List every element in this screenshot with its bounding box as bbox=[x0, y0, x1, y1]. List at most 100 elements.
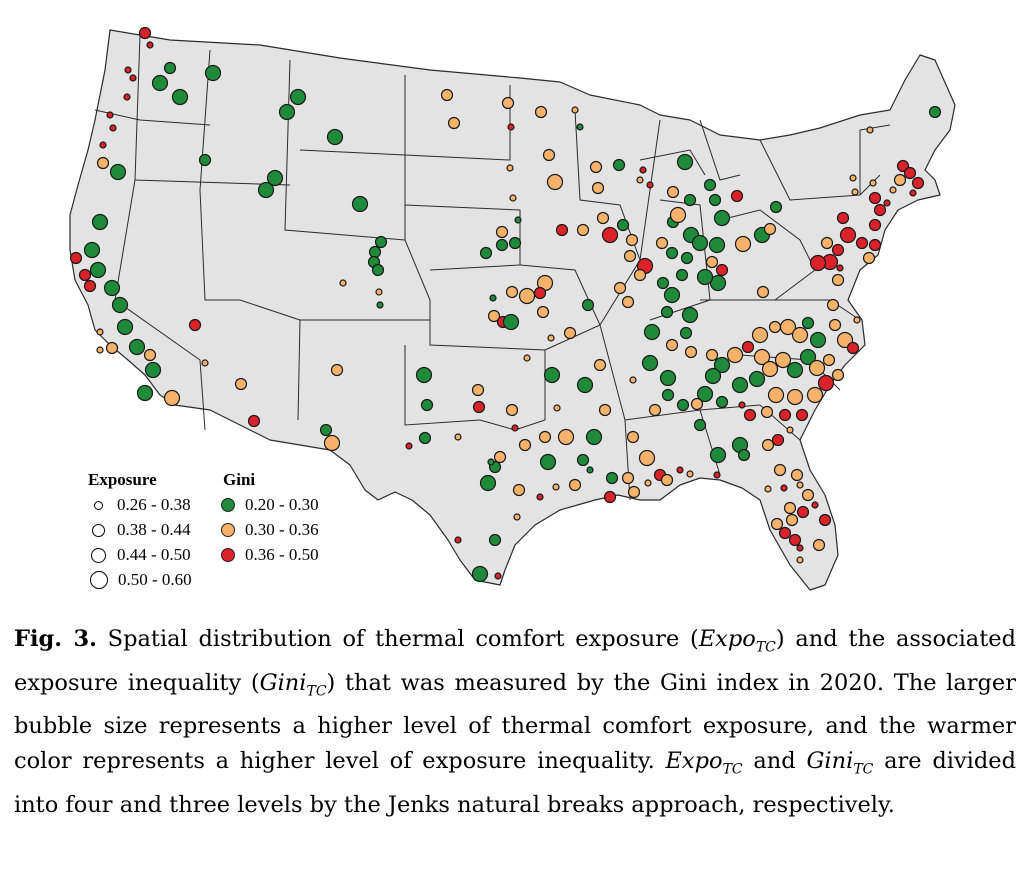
city-bubble-gini-high bbox=[646, 181, 654, 189]
city-bubble-gini-low bbox=[799, 348, 817, 366]
city-bubble-gini-mid bbox=[786, 388, 804, 406]
city-bubble-gini-high bbox=[730, 189, 744, 203]
city-bubble-gini-mid bbox=[705, 255, 719, 269]
city-bubble-gini-high bbox=[778, 526, 792, 540]
city-bubble-gini-high bbox=[836, 211, 850, 225]
city-bubble-gini-mid bbox=[889, 186, 897, 194]
city-bubble-gini-low bbox=[508, 236, 522, 250]
city-bubble-gini-mid bbox=[339, 279, 347, 287]
city-bubble-gini-high bbox=[817, 374, 835, 392]
city-bubble-gini-low bbox=[748, 370, 766, 388]
city-bubble-gini-low bbox=[415, 366, 433, 384]
expo-symbol: ExpoTC bbox=[698, 626, 776, 656]
city-bubble-gini-high bbox=[129, 74, 137, 82]
city-bubble-gini-mid bbox=[774, 351, 792, 369]
city-bubble-gini-mid bbox=[638, 449, 656, 467]
city-bubble-gini-mid bbox=[756, 285, 770, 299]
city-bubble-gini-high bbox=[109, 124, 117, 132]
city-bubble-gini-mid bbox=[690, 397, 704, 411]
us-map bbox=[69, 26, 956, 591]
city-bubble-gini-low bbox=[420, 398, 434, 412]
city-bubble-gini-mid bbox=[770, 517, 784, 531]
city-bubble-gini-low bbox=[660, 305, 674, 319]
city-bubble-gini-low bbox=[576, 123, 584, 131]
city-bubble-gini-high bbox=[911, 176, 925, 190]
city-bubble-gini-high bbox=[873, 203, 887, 217]
city-bubble-gini-high bbox=[124, 66, 132, 74]
city-bubble-gini-mid bbox=[808, 359, 826, 377]
city-bubble-gini-mid bbox=[542, 148, 556, 162]
size-circle-1 bbox=[94, 500, 103, 510]
city-bubble-gini-high bbox=[536, 493, 544, 501]
city-bubble-gini-mid bbox=[828, 318, 842, 332]
city-bubble-gini-high bbox=[883, 199, 891, 207]
city-bubble-gini-low bbox=[374, 235, 388, 249]
gini-swatch-high bbox=[221, 548, 235, 562]
gini-level-1: 0.20 - 0.30 bbox=[221, 494, 319, 516]
city-bubble-gini-high bbox=[738, 401, 746, 409]
gini-symbol: GiniTC bbox=[259, 669, 327, 700]
city-bubble-gini-high bbox=[603, 490, 617, 504]
city-bubble-gini-high bbox=[138, 26, 152, 40]
city-bubble-gini-low bbox=[319, 423, 333, 437]
exposure-legend-title: Exposure bbox=[88, 470, 157, 489]
city-bubble-gini-mid bbox=[627, 485, 641, 499]
gini-legend-title: Gini bbox=[223, 470, 256, 489]
city-bubble-gini-high bbox=[69, 251, 83, 265]
city-bubble-gini-mid bbox=[869, 179, 877, 187]
city-bubble-gini-mid bbox=[686, 470, 694, 478]
city-bubble-gini-mid bbox=[447, 116, 461, 130]
city-bubble-gini-low bbox=[204, 64, 222, 82]
city-bubble-gini-mid bbox=[665, 338, 679, 352]
city-bubble-gini-low bbox=[696, 385, 714, 403]
figure-label: Fig. 3. bbox=[14, 626, 97, 652]
city-bubble-gini-low bbox=[111, 296, 129, 314]
city-bubble-gini-low bbox=[514, 216, 522, 224]
city-bubble-gini-mid bbox=[471, 383, 485, 397]
city-bubble-gini-high bbox=[868, 191, 882, 205]
city-bubble-gini-mid bbox=[518, 438, 532, 452]
gini-level-label: 0.20 - 0.30 bbox=[245, 495, 319, 514]
city-bubble-gini-mid bbox=[760, 405, 774, 419]
city-bubble-gini-low bbox=[661, 388, 675, 402]
city-bubble-gini-mid bbox=[163, 389, 181, 407]
city-bubble-gini-low bbox=[91, 213, 109, 231]
city-bubble-gini-high bbox=[676, 466, 684, 474]
city-bubble-gini-high bbox=[743, 408, 757, 422]
city-bubble-gini-high bbox=[796, 544, 804, 552]
city-bubble-gini-low bbox=[128, 338, 146, 356]
city-bubble-gini-mid bbox=[773, 463, 787, 477]
city-bubble-gini-low bbox=[539, 453, 557, 471]
city-bubble-gini-low bbox=[709, 274, 727, 292]
city-bubble-gini-mid bbox=[801, 488, 815, 502]
city-bubble-gini-high bbox=[454, 536, 462, 544]
exposure-level-label: 0.44 - 0.50 bbox=[117, 545, 191, 564]
city-bubble-gini-low bbox=[151, 74, 169, 92]
city-bubble-gini-low bbox=[605, 471, 619, 485]
city-bubble-gini-mid bbox=[644, 479, 652, 487]
city-bubble-gini-low bbox=[709, 446, 727, 464]
city-bubble-gini-low bbox=[731, 376, 749, 394]
caption-text: ) and the associated exposure inequality… bbox=[14, 626, 1016, 696]
city-bubble-gini-low bbox=[495, 238, 509, 252]
city-bubble-gini-low bbox=[713, 209, 731, 227]
city-bubble-gini-high bbox=[601, 226, 619, 244]
city-bubble-gini-low bbox=[136, 384, 154, 402]
city-bubbles bbox=[69, 26, 942, 583]
city-bubble-gini-mid bbox=[105, 341, 119, 355]
city-bubble-gini-high bbox=[868, 218, 882, 232]
city-bubble-gini-high bbox=[839, 226, 857, 244]
city-bubble-gini-mid bbox=[753, 348, 771, 366]
city-bubble-gini-mid bbox=[512, 483, 526, 497]
city-bubble-gini-high bbox=[741, 340, 755, 354]
city-bubble-gini-high bbox=[188, 318, 202, 332]
city-bubble-gini-low bbox=[659, 369, 677, 387]
city-bubble-gini-mid bbox=[143, 348, 157, 362]
city-bubble-gini-mid bbox=[534, 105, 548, 119]
city-bubble-gini-mid bbox=[626, 430, 640, 444]
expo-symbol: ExpoTC bbox=[665, 748, 743, 778]
city-bubble-gini-high bbox=[780, 484, 788, 492]
city-bubble-gini-low bbox=[676, 153, 694, 171]
city-bubble-gini-high bbox=[855, 236, 869, 250]
city-bubble-gini-mid bbox=[598, 403, 612, 417]
